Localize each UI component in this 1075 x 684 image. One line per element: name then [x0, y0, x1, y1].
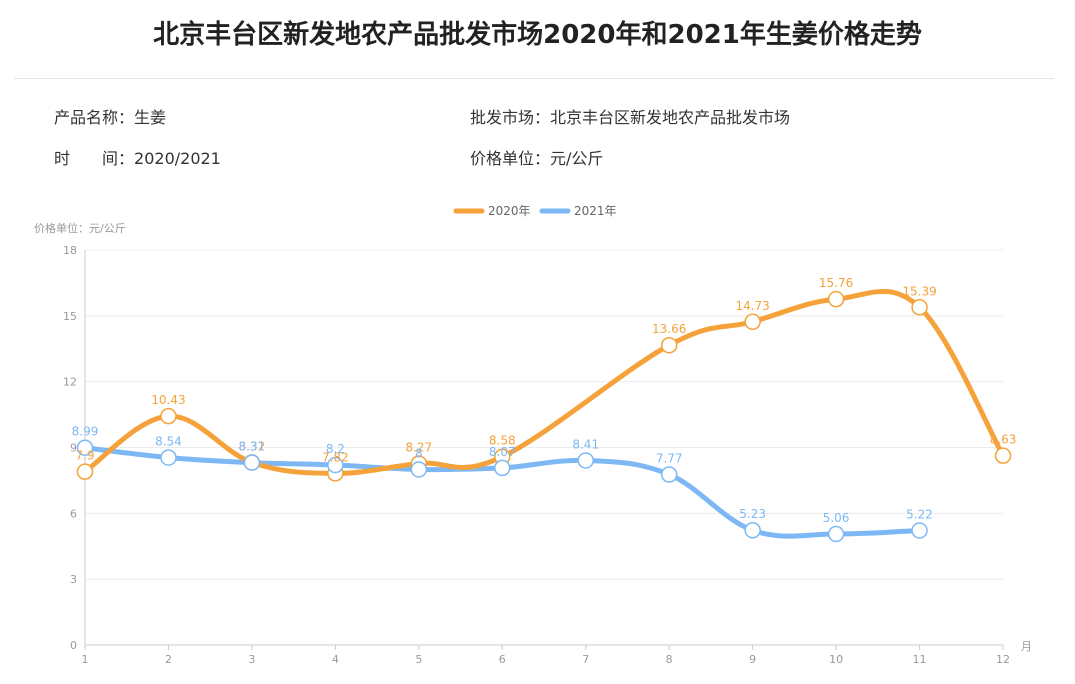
data-point: [827, 525, 845, 543]
data-label: 8.99: [72, 425, 99, 439]
y-tick-label: 3: [70, 573, 77, 586]
data-point: [160, 407, 177, 425]
data-label: 7.77: [656, 451, 683, 465]
data-label: 8.54: [155, 435, 182, 449]
data-label: 8.07: [489, 445, 516, 459]
x-tick-label: 9: [749, 653, 756, 666]
y-tick-label: 9: [70, 442, 77, 455]
data-point: [744, 313, 761, 331]
y-tick-label: 18: [63, 244, 77, 257]
data-label: 8.58: [489, 434, 516, 448]
data-label: 8.27: [405, 441, 432, 455]
series-points: [76, 290, 1012, 543]
data-label: 5.23: [739, 507, 766, 521]
data-label: 7.9: [75, 449, 94, 463]
legend-item-label[interactable]: 2021年: [574, 204, 617, 218]
grid-lines: [85, 249, 1003, 646]
page-title: 北京丰台区新发地农产品批发市场2020年和2021年生姜价格走势: [153, 20, 922, 50]
data-label: 7.82: [322, 450, 349, 464]
product-label: 产品名称：: [54, 108, 135, 127]
unit-label: 价格单位：: [470, 149, 551, 168]
market-info: 批发市场：北京丰台区新发地农产品批发市场: [470, 104, 790, 128]
legend[interactable]: 2020年 2021年: [453, 204, 617, 218]
data-point: [76, 439, 94, 456]
unit-value: 元/公斤: [550, 149, 604, 168]
data-point: [660, 466, 678, 483]
y-tick-label: 0: [70, 639, 77, 652]
data-point: [911, 522, 928, 539]
data-point: [327, 456, 344, 474]
series-lines: [82, 288, 1006, 539]
data-labels: 7.9 10.43 8.32 7.82 8.27 8.58 13.66 14.73 15.76 1…: [72, 276, 1017, 525]
data-point: [994, 447, 1012, 464]
data-point: [577, 452, 594, 469]
product-info: 产品名称：生姜: [54, 104, 166, 128]
unit-info: 价格单位：元/公斤: [470, 145, 603, 169]
time-label-rest: 间：: [102, 149, 135, 168]
x-tick-label: 8: [666, 653, 673, 666]
time-label-first-char: 时: [54, 149, 71, 168]
y-tick-label: 12: [63, 376, 77, 389]
x-tick-label: 12: [996, 653, 1010, 666]
data-label: 15.76: [819, 276, 853, 290]
data-label: 5.06: [823, 511, 850, 525]
time-value: 2020/2021: [134, 149, 221, 168]
x-tick-label: 5: [415, 653, 422, 666]
data-point: [160, 449, 177, 466]
market-label: 批发市场：: [470, 108, 551, 127]
data-point: [494, 459, 511, 477]
data-label: 14.73: [735, 299, 769, 313]
data-label: 8: [415, 446, 423, 460]
data-label: 5.22: [906, 507, 933, 521]
x-tick-label: 1: [82, 653, 89, 666]
data-point: [76, 463, 94, 480]
x-tick-label: 6: [499, 653, 506, 666]
data-label: 8.63: [990, 433, 1017, 447]
data-point: [744, 521, 761, 539]
data-point: [827, 290, 845, 308]
x-tick-label: 7: [582, 653, 589, 666]
data-label: 10.43: [151, 393, 185, 407]
data-label: 15.39: [902, 284, 936, 298]
x-tick-label: 10: [829, 653, 843, 666]
data-point: [410, 461, 428, 478]
series-line-0: [82, 288, 1006, 476]
x-tick-label: 4: [332, 653, 339, 666]
data-label: 8.32: [239, 439, 266, 453]
y-tick-label: 6: [70, 507, 77, 520]
x-tick-label: 3: [248, 653, 255, 666]
data-label: 8.31: [239, 440, 266, 454]
y-tick-label: 15: [63, 310, 77, 323]
y-axis-unit-label: 价格单位：元/公斤: [34, 221, 126, 235]
legend-item-label[interactable]: 2020年: [488, 204, 531, 218]
data-point: [911, 299, 928, 316]
data-label: 13.66: [652, 322, 686, 336]
x-axis-unit-label: 月: [1021, 640, 1032, 653]
data-point: [243, 454, 261, 471]
data-point: [660, 336, 678, 354]
title-divider: [14, 78, 1054, 79]
x-tick-label: 2: [165, 653, 172, 666]
x-tick-label: 11: [913, 653, 927, 666]
data-label: 8.2: [326, 442, 345, 456]
product-value: 生姜: [134, 108, 167, 127]
time-info: 时 间：2020/2021: [54, 145, 221, 169]
market-value: 北京丰台区新发地农产品批发市场: [550, 108, 791, 127]
data-label: 8.41: [572, 437, 599, 451]
